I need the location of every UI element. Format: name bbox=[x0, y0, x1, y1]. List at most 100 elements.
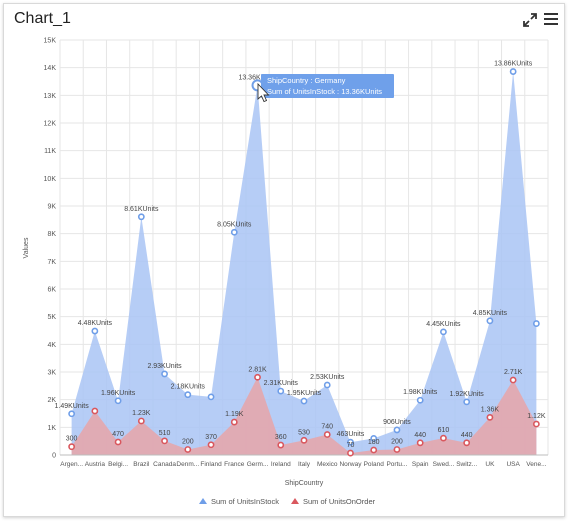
tooltip-line-1: ShipCountry : Germany bbox=[267, 76, 346, 85]
marker-onorder[interactable] bbox=[254, 373, 261, 381]
data-label-onorder: 1.19K bbox=[225, 411, 244, 418]
marker-instock[interactable] bbox=[509, 68, 517, 75]
marker-instock[interactable] bbox=[68, 410, 76, 418]
marker-onorder[interactable] bbox=[370, 446, 378, 454]
marker-instock[interactable] bbox=[440, 328, 447, 336]
marker-instock[interactable] bbox=[277, 387, 285, 395]
marker-onorder[interactable] bbox=[416, 439, 424, 447]
marker-instock[interactable] bbox=[137, 213, 145, 221]
marker-onorder[interactable] bbox=[68, 443, 76, 451]
data-label-onorder: 360 bbox=[275, 434, 287, 441]
y-tick-label: 7K bbox=[47, 259, 56, 266]
markers-layer bbox=[68, 68, 540, 457]
legend-marker-instock bbox=[199, 498, 207, 504]
data-label-instock: 1.95KUnits bbox=[287, 390, 322, 397]
marker-instock[interactable] bbox=[184, 391, 192, 399]
marker-instock[interactable] bbox=[161, 370, 168, 378]
marker-instock[interactable] bbox=[347, 438, 354, 446]
data-label-instock: 1.96KUnits bbox=[101, 390, 136, 397]
data-label-onorder: 180 bbox=[368, 439, 380, 446]
x-tick-label: Vene... bbox=[526, 461, 546, 468]
data-label-onorder: 1.23K bbox=[132, 410, 151, 417]
marker-onorder[interactable] bbox=[137, 417, 145, 425]
legend-item-instock[interactable]: Sum of UnitsInStock bbox=[199, 497, 279, 506]
y-tick-label: 10K bbox=[44, 176, 57, 183]
marker-instock[interactable] bbox=[532, 320, 540, 327]
marker-instock[interactable] bbox=[416, 396, 424, 404]
data-label-onorder: 200 bbox=[391, 438, 403, 445]
marker-instock[interactable] bbox=[230, 228, 238, 236]
marker-instock[interactable] bbox=[91, 327, 99, 335]
x-tick-label: UK bbox=[485, 461, 495, 468]
marker-instock[interactable] bbox=[323, 381, 331, 389]
marker-onorder[interactable] bbox=[347, 449, 354, 457]
expand-icon[interactable] bbox=[522, 12, 538, 28]
x-tick-label: Norway bbox=[339, 461, 362, 468]
marker-onorder[interactable] bbox=[207, 441, 215, 449]
x-tick-label: Mexico bbox=[317, 461, 338, 468]
data-label-onorder: 1.12K bbox=[527, 413, 546, 420]
marker-onorder[interactable] bbox=[532, 420, 540, 428]
data-label-onorder: 440 bbox=[461, 432, 473, 439]
marker-instock[interactable] bbox=[393, 426, 401, 434]
marker-onorder[interactable] bbox=[323, 431, 331, 438]
data-label-onorder: 610 bbox=[438, 427, 450, 434]
x-tick-label: Swed... bbox=[433, 461, 455, 468]
data-label-onorder: 200 bbox=[182, 438, 194, 445]
data-label-onorder: 300 bbox=[66, 436, 78, 443]
x-tick-label: Canada bbox=[153, 461, 176, 468]
x-axis-title: ShipCountry bbox=[285, 480, 324, 487]
data-label-instock: 2.93KUnits bbox=[147, 363, 182, 370]
marker-instock[interactable] bbox=[370, 434, 378, 442]
data-label-instock: 2.18KUnits bbox=[171, 384, 206, 391]
x-tick-label: Belgi... bbox=[108, 461, 128, 468]
legend-marker-onorder bbox=[291, 498, 299, 504]
y-tick-label: 9K bbox=[47, 204, 56, 211]
marker-instock[interactable] bbox=[114, 397, 122, 405]
legend-item-onorder[interactable]: Sum of UnitsOnOrder bbox=[291, 497, 376, 506]
x-tick-label: Denm... bbox=[176, 461, 199, 468]
y-tick-label: 1K bbox=[47, 425, 56, 432]
x-tick-label: Finland bbox=[200, 461, 222, 468]
marker-onorder[interactable] bbox=[463, 439, 471, 447]
axes: 0 1K 2K 3K 4K 5K 6K 7K 8K 9K 10K 11K 12K 13K 14K 15K Arg… bbox=[44, 38, 548, 468]
legend-label-instock: Sum of UnitsInStock bbox=[211, 497, 279, 506]
data-label-instock: 13.86KUnits bbox=[494, 61, 533, 68]
marker-onorder[interactable] bbox=[184, 446, 192, 453]
data-label-onorder: 740 bbox=[321, 424, 333, 431]
marker-instock[interactable] bbox=[300, 397, 308, 405]
marker-onorder[interactable] bbox=[114, 438, 122, 446]
marker-instock[interactable] bbox=[207, 393, 215, 401]
tooltip: ShipCountry : Germany Sum of UnitsInStoc… bbox=[261, 74, 394, 98]
marker-onorder[interactable] bbox=[161, 437, 168, 445]
chart-title: Chart_1 bbox=[14, 10, 71, 27]
cursor-pointer-icon bbox=[257, 82, 270, 103]
marker-onorder[interactable] bbox=[300, 436, 308, 444]
x-tick-label: France bbox=[224, 461, 245, 468]
marker-onorder[interactable] bbox=[277, 441, 285, 449]
x-tick-label: Germ... bbox=[247, 461, 269, 468]
data-label-instock: 8.05KUnits bbox=[217, 221, 252, 228]
y-tick-label: 12K bbox=[44, 121, 57, 128]
data-label-onorder: 370 bbox=[205, 434, 217, 441]
y-tick-label: 2K bbox=[47, 397, 56, 404]
x-tick-label: Poland bbox=[364, 461, 385, 468]
y-tick-label: 5K bbox=[47, 314, 56, 321]
marker-onorder[interactable] bbox=[509, 376, 517, 384]
marker-onorder[interactable] bbox=[393, 446, 401, 453]
marker-onorder[interactable] bbox=[91, 407, 99, 415]
data-label-onorder: 70 bbox=[347, 442, 355, 449]
marker-instock[interactable] bbox=[463, 398, 471, 406]
hamburger-menu-icon[interactable] bbox=[543, 11, 559, 27]
marker-onorder[interactable] bbox=[230, 418, 238, 426]
marker-instock[interactable] bbox=[486, 317, 494, 325]
y-tick-label: 4K bbox=[47, 342, 56, 349]
marker-onorder[interactable] bbox=[440, 434, 447, 442]
data-label-instock: 463Units bbox=[337, 431, 365, 438]
data-label-instock: 2.53KUnits bbox=[310, 374, 345, 381]
x-tick-label: Brazil bbox=[133, 461, 150, 468]
x-tick-label: USA bbox=[506, 461, 520, 468]
marker-onorder[interactable] bbox=[486, 413, 494, 421]
data-label-instock: 13.36KUnits bbox=[238, 74, 277, 81]
data-label-onorder: 1.36K bbox=[481, 406, 500, 413]
